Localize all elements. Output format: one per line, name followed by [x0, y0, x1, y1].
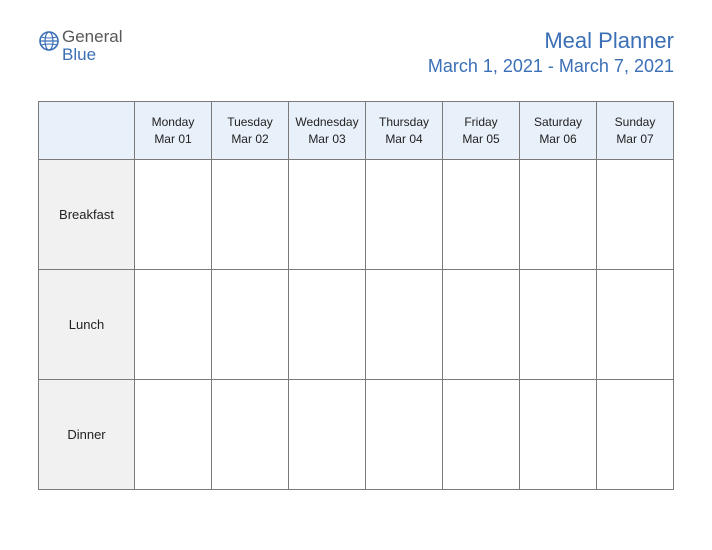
meal-cell[interactable] [289, 160, 366, 270]
day-header: FridayMar 05 [443, 102, 520, 160]
meal-header: Lunch [39, 270, 135, 380]
table-row: Lunch [39, 270, 674, 380]
meal-cell[interactable] [520, 270, 597, 380]
corner-cell [39, 102, 135, 160]
table-header-row: MondayMar 01 TuesdayMar 02 WednesdayMar … [39, 102, 674, 160]
header: General Blue Meal Planner March 1, 2021 … [38, 28, 674, 77]
meal-cell[interactable] [289, 380, 366, 490]
logo-word1: General [62, 27, 122, 46]
meal-cell[interactable] [135, 380, 212, 490]
meal-cell[interactable] [443, 270, 520, 380]
meal-planner-table: MondayMar 01 TuesdayMar 02 WednesdayMar … [38, 101, 674, 490]
table-row: Dinner [39, 380, 674, 490]
page-title: Meal Planner [428, 28, 674, 54]
day-header: WednesdayMar 03 [289, 102, 366, 160]
meal-cell[interactable] [520, 160, 597, 270]
meal-cell[interactable] [212, 380, 289, 490]
meal-cell[interactable] [289, 270, 366, 380]
day-header: ThursdayMar 04 [366, 102, 443, 160]
day-header: MondayMar 01 [135, 102, 212, 160]
meal-cell[interactable] [597, 380, 674, 490]
logo: General Blue [38, 28, 122, 64]
meal-cell[interactable] [366, 270, 443, 380]
meal-cell[interactable] [597, 160, 674, 270]
logo-word2: Blue [62, 45, 96, 64]
day-header: SundayMar 07 [597, 102, 674, 160]
meal-cell[interactable] [135, 270, 212, 380]
date-range: March 1, 2021 - March 7, 2021 [428, 56, 674, 77]
meal-header: Dinner [39, 380, 135, 490]
globe-icon [38, 30, 60, 52]
logo-text: General Blue [62, 28, 122, 64]
meal-cell[interactable] [443, 160, 520, 270]
day-header: TuesdayMar 02 [212, 102, 289, 160]
meal-cell[interactable] [135, 160, 212, 270]
meal-cell[interactable] [212, 160, 289, 270]
meal-header: Breakfast [39, 160, 135, 270]
meal-cell[interactable] [443, 380, 520, 490]
meal-cell[interactable] [366, 380, 443, 490]
meal-cell[interactable] [366, 160, 443, 270]
meal-cell[interactable] [212, 270, 289, 380]
day-header: SaturdayMar 06 [520, 102, 597, 160]
title-block: Meal Planner March 1, 2021 - March 7, 20… [428, 28, 674, 77]
table-row: Breakfast [39, 160, 674, 270]
meal-cell[interactable] [597, 270, 674, 380]
meal-cell[interactable] [520, 380, 597, 490]
